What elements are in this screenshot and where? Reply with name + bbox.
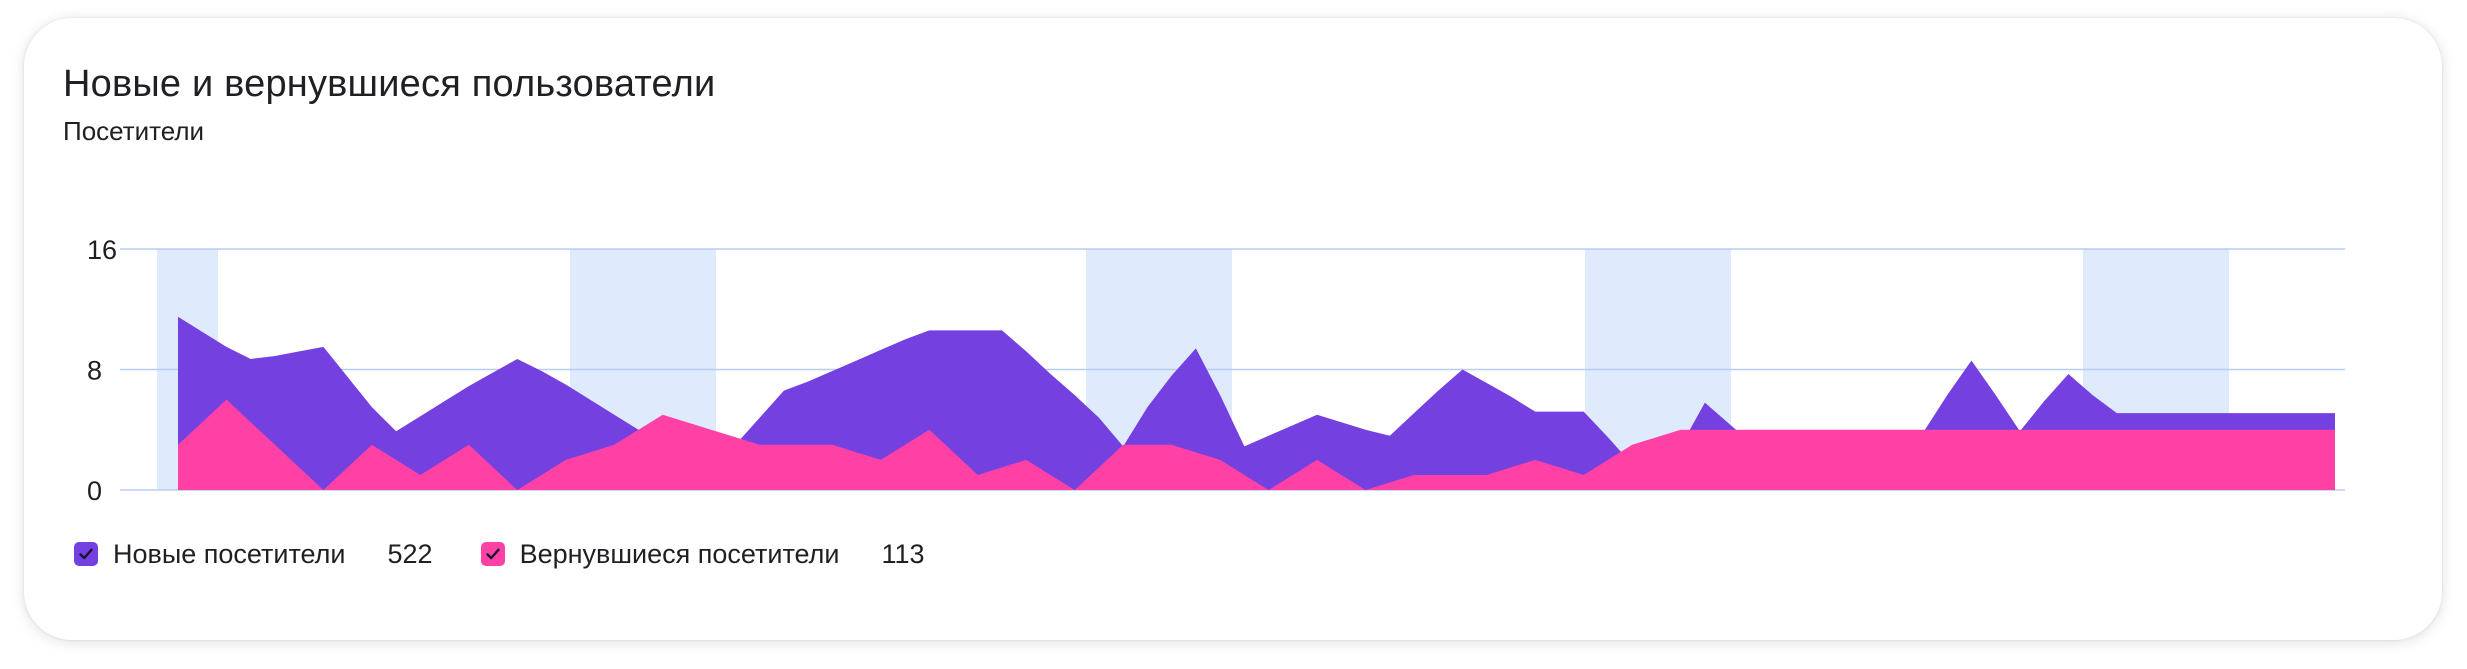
legend-item-returning-visitors[interactable]: Вернувшиеся посетители 113 <box>480 538 925 570</box>
legend-count: 522 <box>387 538 433 569</box>
area-returning-visitors <box>178 399 2335 490</box>
legend-checkbox-returning-visitors[interactable] <box>480 542 505 566</box>
chart-title: Новые и вернувшиеся пользователи <box>63 63 716 105</box>
y-axis-ticks: 0 8 16 <box>87 235 117 506</box>
chart-subtitle: Посетители <box>63 116 205 146</box>
y-tick-label: 16 <box>87 235 117 265</box>
y-tick-label: 8 <box>87 356 102 386</box>
legend-count: 113 <box>881 538 925 569</box>
legend-checkbox-new-visitors[interactable] <box>74 542 98 566</box>
legend-label: Вернувшиеся посетители <box>519 538 840 569</box>
check-icon <box>485 548 500 560</box>
y-tick-label: 0 <box>87 476 102 506</box>
legend-label: Новые посетители <box>113 538 346 569</box>
series-areas <box>178 316 2335 490</box>
legend: Новые посетители 522 Вернувшиеся посетит… <box>74 534 973 574</box>
check-icon <box>79 548 93 560</box>
legend-item-new-visitors[interactable]: Новые посетители 522 <box>74 539 433 570</box>
chart-card <box>24 18 2442 640</box>
